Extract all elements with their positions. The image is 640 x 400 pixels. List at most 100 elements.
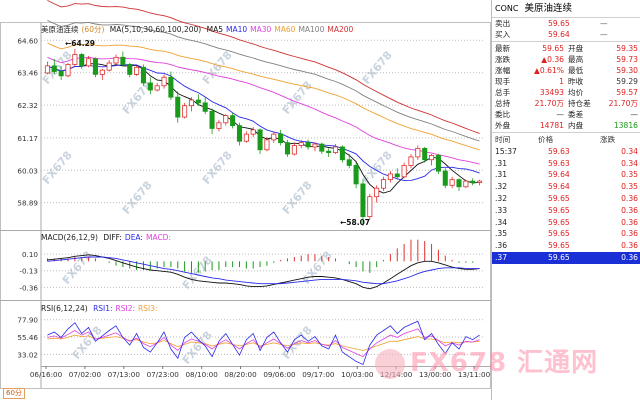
candle-body	[271, 133, 277, 141]
watermark-text: FX678	[280, 179, 315, 217]
ticks-list[interactable]: 15:37 59.63 0.34.31 59.63 0.34.31 59.64 0.35.3…	[492, 146, 640, 264]
candle-body	[243, 133, 249, 142]
stats-label: 现手	[495, 77, 511, 86]
tick-row[interactable]: .36 59.65 0.36	[492, 240, 640, 252]
stats-label: 最低	[568, 66, 584, 75]
tick-row[interactable]: .31 59.64 0.35	[492, 169, 640, 181]
stats-value: 59.30	[616, 66, 638, 75]
stats-row: 外盘 14781 内盘 13816	[492, 120, 640, 131]
macd-params-label: MACD(26,12,9)	[41, 233, 98, 242]
candle-body	[182, 105, 188, 118]
candle-body	[44, 65, 50, 74]
tick-price: 59.65	[548, 241, 570, 251]
tick-row[interactable]: .32 59.65 0.36	[492, 193, 640, 205]
candle-body	[449, 179, 455, 186]
stats-label: 委差	[568, 110, 584, 119]
chart-area[interactable]: FX678 FX678 FX678 FX678 FX678 FX678 FX678 FX678…	[0, 0, 491, 400]
stats-value: 21.70万	[534, 99, 564, 108]
stats-value: 59.35	[616, 44, 638, 53]
instrument-code: CONC	[495, 4, 519, 13]
tick-price: 59.65	[548, 229, 570, 239]
timeframe-badge[interactable]: 60分	[3, 388, 25, 399]
candle-body	[346, 159, 352, 166]
macd-dea-line	[47, 256, 480, 285]
tick-price: 59.63	[548, 158, 570, 168]
chart-frame	[0, 22, 491, 389]
tick-change: 0.35	[621, 170, 638, 180]
rsi-legend-item: RSI2:	[115, 304, 136, 313]
candle-body	[470, 180, 476, 183]
tick-row[interactable]: .31 59.63 0.34	[492, 158, 640, 170]
watermark-text: FX678	[280, 324, 315, 362]
quote-label: 买入	[495, 30, 511, 39]
candle-body	[429, 155, 435, 161]
tick-change: 0.36	[621, 217, 638, 227]
tick-row[interactable]: 15:37 59.63 0.34	[492, 146, 640, 158]
tick-price: 59.65	[548, 205, 570, 215]
tick-change: 0.34	[621, 158, 638, 168]
tick-time: .36	[495, 241, 508, 251]
stats-label: 总持	[495, 99, 511, 108]
tick-row[interactable]: .33 59.65 0.36	[492, 205, 640, 217]
candle-body	[140, 66, 146, 84]
quote-row: 买入 59.64 —	[492, 29, 640, 40]
candle-body	[127, 64, 133, 75]
stats-label: 开盘	[568, 44, 584, 53]
timeframe-label: (60分)	[81, 25, 105, 34]
watermark-text: FX678	[200, 149, 235, 187]
candle-body	[250, 129, 256, 135]
candle-body	[278, 133, 284, 144]
candle-body	[72, 54, 78, 65]
candle-body	[408, 156, 414, 166]
macd-tick-label: -0.36	[19, 283, 38, 292]
x-tick-label: 09/17:00	[302, 370, 335, 379]
candle-body	[394, 173, 400, 178]
tick-price: 59.65	[548, 217, 570, 227]
stats-label: 均价	[568, 88, 584, 97]
macd-legend-item: DEA:	[124, 233, 143, 242]
candle-body	[456, 179, 462, 188]
candle-body	[92, 58, 98, 75]
ma-legend-item: MA200	[327, 25, 354, 34]
price-tick-label: 64.60	[17, 36, 38, 45]
candle-body	[367, 196, 373, 218]
stats-row: 总手 33493 均价 59.57	[492, 87, 640, 98]
stats-value: 59.57	[616, 88, 638, 97]
candle-body	[223, 115, 229, 124]
ma-params-label: MA(5,10,30,60,100,200)	[109, 25, 202, 34]
x-tick-label: 13/00:00	[419, 370, 452, 379]
x-tick-label: 13/11:00	[458, 370, 491, 379]
stats-row: 最新 59.65 开盘 59.35	[492, 43, 640, 54]
watermark-text: FX678	[360, 149, 395, 187]
candle-body	[312, 143, 318, 148]
candle-body	[113, 56, 119, 64]
tick-time: 15:37	[495, 146, 517, 156]
watermark-text: FX678	[40, 149, 75, 187]
stats-label: 内盘	[568, 121, 584, 130]
main-legend: 美原油连续 (60分) MA(5,10,30,60,100,200) MA5 MA1…	[41, 24, 359, 36]
rsi-params-label: RSI(6,12,24)	[41, 304, 88, 313]
stats-value: ▲0.61%	[534, 66, 564, 75]
ma-legend-item: MA30	[250, 25, 272, 34]
tick-row[interactable]: .34 59.65 0.36	[492, 217, 640, 229]
tick-time: .32	[495, 182, 508, 192]
ma200-line	[47, 0, 480, 134]
candle-body	[319, 143, 325, 152]
candle-body	[120, 56, 126, 65]
candle-body	[415, 147, 421, 158]
tick-row[interactable]: .37 59.65 0.36	[492, 251, 640, 264]
candle-body	[374, 187, 380, 198]
rsi-legend-item: RSI1:	[93, 304, 113, 313]
candle-body	[257, 129, 263, 151]
watermark-logo-text: FX678 汇通网	[410, 348, 599, 378]
chart-canvas[interactable]: FX678 FX678 FX678 FX678 FX678 FX678 FX678 FX678…	[0, 0, 491, 400]
rsi-tick-label: 55.46	[17, 333, 38, 342]
stats-label: 持仓差	[568, 99, 591, 108]
candle-body	[387, 173, 393, 181]
tick-row[interactable]: .32 59.64 0.35	[492, 181, 640, 193]
candle-body	[422, 147, 428, 161]
tick-row[interactable]: .35 59.65 0.36	[492, 228, 640, 240]
candle-body	[291, 145, 297, 155]
rsi-tick-label: 33.02	[17, 350, 38, 359]
x-tick-label: 07/13:00	[108, 370, 141, 379]
